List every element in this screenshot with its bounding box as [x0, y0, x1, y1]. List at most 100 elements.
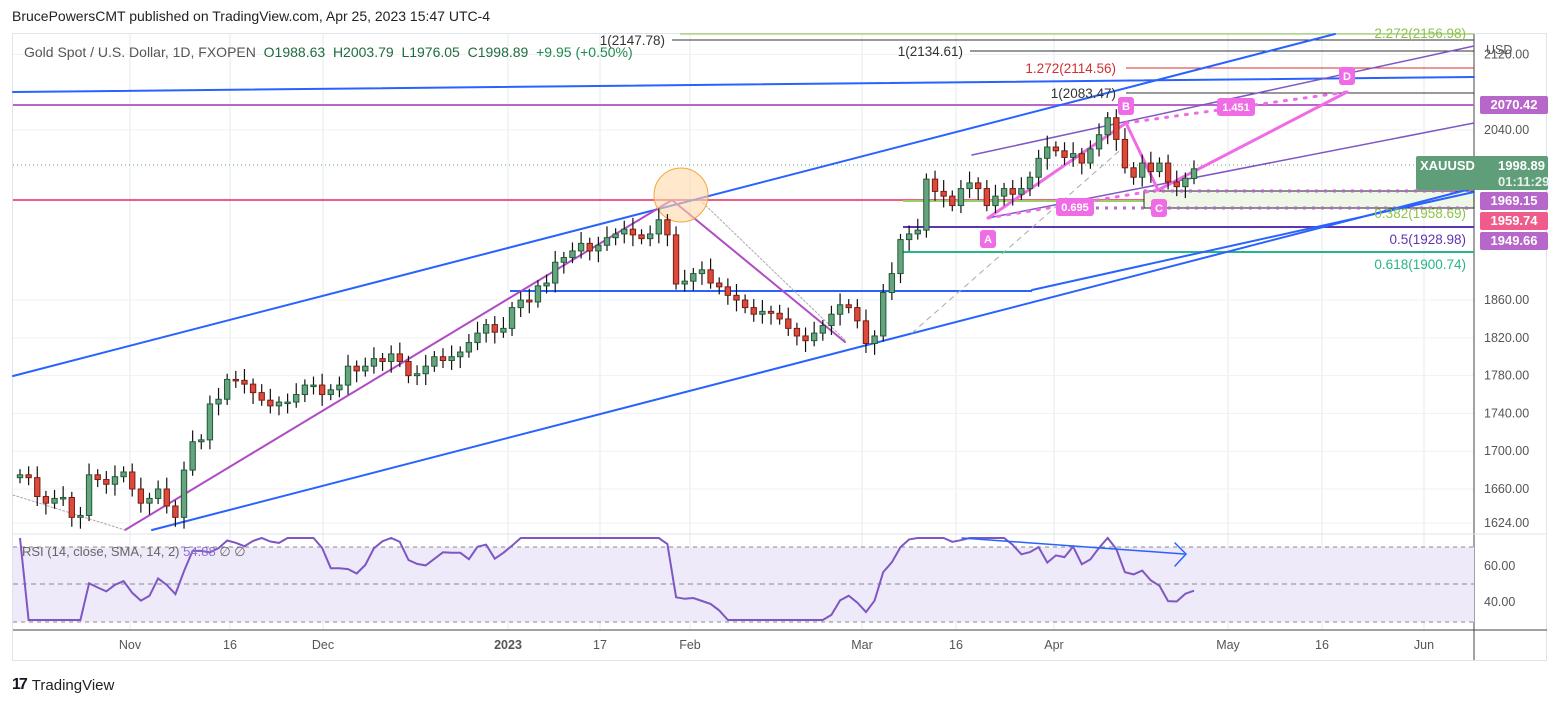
- price-tick: 1660.00: [1484, 482, 1529, 496]
- symbol-tag-label: XAUUSD: [1420, 158, 1475, 173]
- candle-body: [931, 178, 939, 192]
- highlight-circle[interactable]: [653, 167, 709, 223]
- fib-05-label: 0.5(1928.98): [1389, 232, 1466, 247]
- downtrend-line[interactable]: [671, 199, 846, 343]
- symbol-tag-countdown: 01:11:29: [1498, 174, 1550, 189]
- candle-body: [897, 239, 904, 275]
- candle-body: [923, 178, 930, 231]
- dashed-trace[interactable]: [911, 144, 1127, 334]
- candle-body: [336, 384, 343, 391]
- candle-body: [517, 299, 524, 309]
- candle-body: [94, 474, 101, 481]
- candle-body: [1035, 157, 1042, 178]
- point-c-label-box[interactable]: [1151, 199, 1167, 217]
- candle-body: [154, 488, 162, 499]
- candle-body: [992, 195, 999, 207]
- candle-body: [172, 505, 179, 518]
- candle-body: [198, 439, 205, 443]
- pattern-ac-dotted[interactable]: [986, 188, 1160, 220]
- candle-body: [1139, 162, 1146, 178]
- ratio-0695-label-box[interactable]: [1056, 198, 1094, 216]
- candle-body: [716, 282, 723, 288]
- rsi-arrow-head[interactable]: [1174, 542, 1187, 555]
- pattern-cd-line[interactable]: [1156, 90, 1349, 192]
- candle-body: [180, 469, 188, 518]
- point-a-label: A: [984, 234, 992, 246]
- candle-body: [465, 342, 473, 353]
- point-a-label-box[interactable]: [980, 230, 996, 248]
- candle-body: [888, 273, 896, 293]
- publisher-line: BrucePowersCMT published on TradingView.…: [12, 8, 491, 24]
- candle-body: [819, 325, 826, 334]
- candle-body: [318, 384, 326, 396]
- symbol-name[interactable]: Gold Spot / U.S. Dollar, 1D, FXOPEN: [24, 44, 256, 60]
- point-b-label-box[interactable]: [1118, 97, 1134, 115]
- candle-body: [1026, 176, 1034, 190]
- candle-body: [482, 324, 490, 334]
- candle-body: [405, 360, 412, 377]
- candle-body: [603, 237, 611, 246]
- candle-body: [560, 257, 568, 263]
- candle-body: [103, 479, 110, 485]
- footer-brand[interactable]: TradingView: [31, 676, 115, 694]
- candle-body: [767, 310, 775, 314]
- dotted-trace[interactable]: [12, 494, 126, 531]
- candle-body: [1078, 153, 1085, 164]
- pattern-ab-line[interactable]: [986, 121, 1128, 220]
- candle-body: [552, 261, 559, 284]
- candle-body: [1182, 177, 1189, 188]
- candle-body: [776, 312, 783, 320]
- candle-body: [1052, 146, 1060, 152]
- price-tick: 2040.00: [1484, 123, 1529, 137]
- time-tick: Feb: [679, 638, 701, 652]
- rsi-tick: 40.00: [1484, 595, 1515, 609]
- price-tick: 1740.00: [1484, 406, 1529, 420]
- candle-body: [85, 474, 93, 516]
- candle-body: [457, 351, 464, 358]
- candle-body: [569, 250, 576, 259]
- candle-body: [344, 365, 352, 386]
- candle-body: [1164, 162, 1172, 183]
- candle-body: [353, 365, 360, 372]
- change-value: +9.95 (+0.50%): [536, 44, 633, 60]
- candle-body: [871, 335, 878, 345]
- channel-lower-line[interactable]: [151, 187, 1475, 531]
- candle-body: [293, 394, 300, 403]
- candle-body: [491, 324, 498, 333]
- fib-0382-label: 0.382(1958.69): [1374, 206, 1466, 221]
- point-d-label: D: [1343, 71, 1351, 83]
- ratio-0695-label: 0.695: [1061, 202, 1089, 214]
- candle-body: [51, 497, 58, 504]
- point-d-label-box[interactable]: [1339, 67, 1355, 85]
- candle-body: [690, 273, 697, 282]
- candle-body: [111, 476, 119, 485]
- candle-body: [862, 320, 870, 345]
- candle-body: [163, 488, 170, 507]
- horizontal-resistance-line[interactable]: [12, 76, 1475, 93]
- candle-body: [42, 496, 50, 504]
- time-tick: Mar: [851, 638, 873, 652]
- rsi-arrow-head[interactable]: [1174, 553, 1187, 567]
- candle-body: [301, 384, 309, 396]
- rsi-divergence-line[interactable]: [961, 537, 1185, 555]
- candle-body: [526, 299, 533, 303]
- candle-body: [983, 188, 990, 207]
- candle-body: [1104, 117, 1111, 136]
- candle-body: [949, 195, 956, 207]
- dotted-trace[interactable]: [699, 199, 846, 341]
- channel-mid-line[interactable]: [1031, 191, 1475, 291]
- price-tick: 1860.00: [1484, 293, 1529, 307]
- candle-body: [724, 286, 732, 296]
- ratio-1451-label-box[interactable]: [1217, 98, 1255, 116]
- candle-body: [146, 497, 153, 504]
- price-tag-1959: 1959.74: [1480, 212, 1548, 230]
- time-tick: 17: [593, 638, 607, 652]
- candle-body: [1087, 148, 1094, 164]
- rsi-label[interactable]: RSI (14, close, SMA, 14, 2): [22, 544, 180, 559]
- currency-label: USD: [1486, 43, 1512, 57]
- candle-body: [137, 488, 145, 504]
- candle-body: [206, 403, 214, 441]
- candle-body: [1147, 162, 1155, 173]
- candle-body: [957, 188, 965, 207]
